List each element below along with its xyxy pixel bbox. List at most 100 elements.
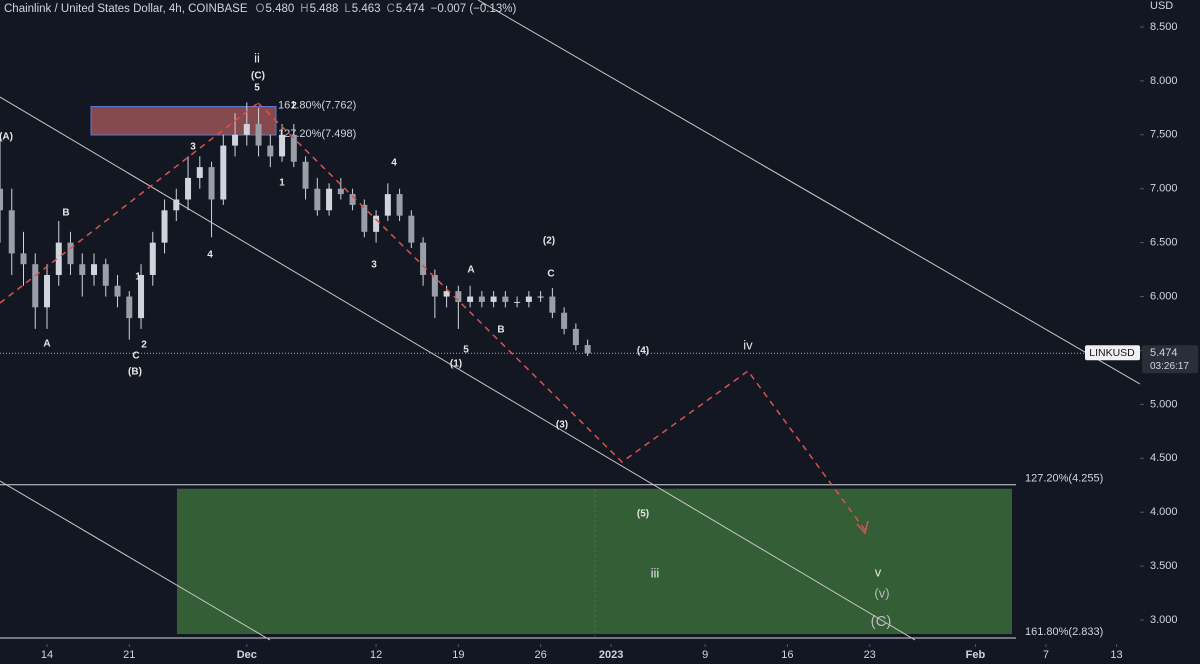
y-tick-label: 3.000 — [1150, 614, 1178, 626]
wave-label: iii — [651, 565, 660, 580]
ohlc-label: C — [387, 3, 395, 15]
projection-arrow — [856, 520, 869, 535]
candle-body — [420, 242, 427, 275]
candle-body — [185, 177, 192, 200]
y-tick-label: 5.000 — [1150, 398, 1178, 410]
candle-body — [114, 285, 121, 297]
symbol-label: LINKUSD — [1089, 347, 1135, 359]
candle-body — [91, 264, 98, 275]
candle-body — [67, 242, 74, 265]
candle-body — [326, 188, 333, 211]
wave-label: (3) — [556, 420, 568, 431]
candle-body — [243, 124, 250, 135]
trend-lines — [0, 0, 1141, 641]
ohlc-value: 5.488 — [310, 3, 339, 15]
candle-body — [525, 296, 532, 302]
y-tick-label: 7.500 — [1150, 129, 1178, 141]
candle-body — [138, 274, 145, 319]
candle-body — [490, 296, 497, 302]
channel-upper — [477, 0, 1141, 385]
y-tick-label: 3.500 — [1150, 560, 1178, 572]
candle-body — [55, 242, 62, 275]
y-tick-label: 6.500 — [1150, 237, 1178, 249]
candle-body — [20, 253, 27, 265]
candle-body — [232, 134, 239, 146]
ohlc-value: 5.463 — [352, 3, 381, 15]
fib-label: 161.80%(2.833) — [1025, 626, 1103, 638]
wave-label: B — [62, 208, 69, 219]
candle-body — [255, 124, 262, 146]
projection — [0, 102, 869, 535]
wave-label: 3 — [371, 260, 377, 271]
price-box — [1142, 345, 1198, 374]
candle-body — [220, 145, 227, 200]
fib-label: 161.80%(7.762) — [278, 99, 356, 111]
x-tick-label: 7 — [1043, 649, 1049, 661]
wave-label: C — [547, 269, 554, 280]
wave-label: (B) — [128, 367, 142, 378]
y-tick-label: 7.000 — [1150, 183, 1178, 195]
candle-body — [161, 210, 168, 243]
candle-body — [149, 242, 156, 275]
ohlc-value: 5.474 — [396, 3, 425, 15]
symbol-box — [1085, 345, 1140, 361]
candle-body — [549, 296, 556, 313]
candle-body — [302, 161, 309, 189]
channel-lower — [0, 480, 271, 641]
wave-label: 2 — [141, 340, 147, 351]
fib-label: 127.20%(4.255) — [1025, 473, 1103, 485]
x-tick-label: 12 — [370, 649, 382, 661]
candle-body — [196, 167, 203, 178]
x-tick-label: 16 — [781, 649, 793, 661]
change: −0.007 (−0.13%) — [431, 3, 517, 15]
candle-body — [337, 188, 344, 195]
header-title: Chainlink / United States Dollar, 4h, CO… — [4, 3, 248, 15]
ohlc-label: O — [256, 3, 265, 15]
fib-label: 127.20%(7.498) — [278, 128, 356, 140]
wave-label: 1 — [279, 178, 285, 189]
candle-body — [561, 312, 568, 329]
x-tick-label: 26 — [534, 649, 546, 661]
wave-label: (1) — [450, 359, 462, 370]
candle-body — [537, 296, 544, 298]
candle-body — [349, 194, 356, 205]
candle-body — [408, 215, 415, 243]
wave-label: (C) — [251, 71, 265, 82]
y-tick-label: 4.000 — [1150, 506, 1178, 518]
x-tick-label: 19 — [452, 649, 464, 661]
candle-body — [102, 264, 109, 286]
candle-body — [514, 301, 521, 303]
price-axis — [1140, 0, 1200, 664]
candle-body — [79, 264, 86, 275]
price-value: 5.474 — [1150, 347, 1178, 359]
candle-body — [572, 328, 579, 346]
candle-body — [173, 199, 180, 211]
x-tick-label: 2023 — [599, 649, 623, 661]
candle-body — [431, 274, 438, 297]
candle-body — [384, 194, 391, 216]
candle-body — [361, 204, 368, 232]
candle-body — [32, 264, 39, 308]
wave-label: 4 — [207, 250, 213, 261]
wave-label: 2 — [291, 101, 297, 112]
axis-unit: USD — [1150, 0, 1173, 12]
candle-body — [373, 215, 380, 232]
price-countdown: 03:26:17 — [1150, 361, 1189, 372]
wave-label: iv — [743, 337, 753, 352]
x-tick-label: 21 — [123, 649, 135, 661]
candle-body — [455, 291, 462, 302]
x-tick-label: Dec — [237, 649, 257, 661]
ohlc-value: 5.480 — [265, 3, 294, 15]
projection-path — [257, 102, 866, 531]
ohlc-label: H — [300, 3, 308, 15]
wave-label: 5 — [463, 345, 469, 356]
ohlc-label: L — [344, 3, 351, 15]
candle-body — [502, 296, 509, 302]
wave-label: A — [467, 265, 474, 276]
wave-label: C — [132, 351, 139, 362]
candle-body — [8, 210, 15, 254]
candle-body — [208, 167, 215, 200]
x-tick-label: 9 — [702, 649, 708, 661]
wave-label: 1 — [135, 272, 141, 283]
candle-body — [0, 188, 3, 211]
